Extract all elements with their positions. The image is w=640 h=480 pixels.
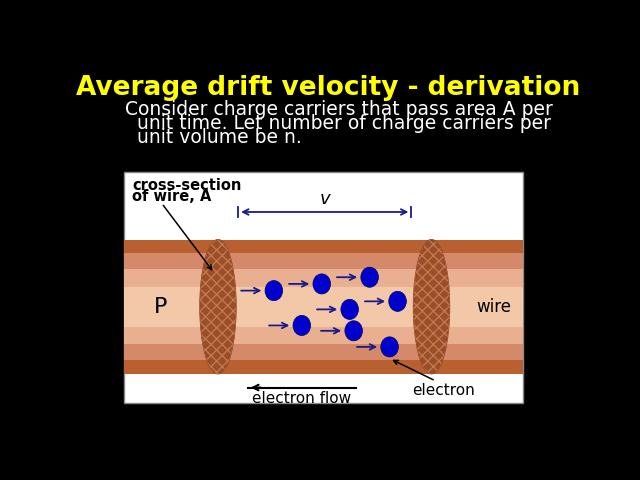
- Text: v: v: [319, 190, 330, 208]
- Text: electron flow: electron flow: [252, 391, 351, 407]
- Ellipse shape: [381, 337, 398, 357]
- Ellipse shape: [341, 300, 358, 319]
- Bar: [124, 287, 524, 327]
- Bar: [124, 269, 524, 344]
- Text: P: P: [154, 297, 167, 317]
- Ellipse shape: [313, 274, 330, 294]
- Text: of wire, A: of wire, A: [132, 189, 212, 204]
- Text: Average drift velocity - derivation: Average drift velocity - derivation: [76, 74, 580, 100]
- Ellipse shape: [361, 267, 378, 287]
- Text: wire: wire: [476, 298, 511, 316]
- Text: electron: electron: [412, 383, 475, 397]
- Ellipse shape: [413, 240, 449, 374]
- Bar: [124, 253, 524, 360]
- Text: Consider charge carriers that pass area A per: Consider charge carriers that pass area …: [125, 100, 553, 119]
- Text: unit time. Let number of charge carriers per: unit time. Let number of charge carriers…: [125, 114, 551, 133]
- Bar: [124, 240, 524, 374]
- Ellipse shape: [265, 281, 283, 300]
- Text: unit volume be n.: unit volume be n.: [125, 128, 301, 147]
- Ellipse shape: [200, 240, 236, 374]
- Bar: [124, 171, 524, 403]
- Ellipse shape: [388, 291, 406, 312]
- Ellipse shape: [293, 315, 310, 336]
- Ellipse shape: [345, 321, 362, 341]
- Text: cross-section: cross-section: [132, 179, 241, 193]
